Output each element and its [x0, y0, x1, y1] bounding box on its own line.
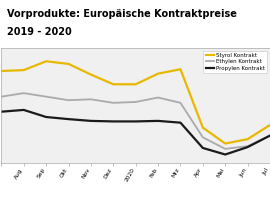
Line: Propylen Kontrakt: Propylen Kontrakt [1, 110, 270, 155]
Ethylen Kontrakt [246, 145, 249, 147]
Styrol Kontrakt [134, 83, 137, 85]
Ethylen Kontrakt [179, 102, 182, 104]
Propylen Kontrakt [268, 134, 270, 137]
Styrol Kontrakt [201, 126, 204, 129]
Text: 2019 - 2020: 2019 - 2020 [7, 27, 72, 37]
Ethylen Kontrakt [268, 134, 270, 137]
Ethylen Kontrakt [112, 102, 115, 104]
Ethylen Kontrakt [134, 101, 137, 103]
Propylen Kontrakt [201, 147, 204, 149]
Propylen Kontrakt [134, 120, 137, 123]
Ethylen Kontrakt [45, 95, 48, 98]
Propylen Kontrakt [22, 109, 25, 111]
Propylen Kontrakt [246, 146, 249, 148]
Styrol Kontrakt [89, 73, 93, 76]
Propylen Kontrakt [179, 121, 182, 124]
Legend: Styrol Kontrakt, Ethylen Kontrakt, Propylen Kontrakt: Styrol Kontrakt, Ethylen Kontrakt, Propy… [203, 51, 267, 73]
Styrol Kontrakt [156, 72, 160, 75]
Styrol Kontrakt [224, 142, 227, 145]
Styrol Kontrakt [0, 70, 3, 72]
Ethylen Kontrakt [67, 99, 70, 101]
Propylen Kontrakt [224, 153, 227, 156]
Line: Styrol Kontrakt: Styrol Kontrakt [1, 61, 270, 144]
Ethylen Kontrakt [89, 98, 93, 101]
Propylen Kontrakt [89, 120, 93, 122]
Ethylen Kontrakt [156, 96, 160, 99]
Line: Ethylen Kontrakt: Ethylen Kontrakt [1, 93, 270, 149]
Propylen Kontrakt [0, 110, 3, 113]
Styrol Kontrakt [268, 124, 270, 126]
Propylen Kontrakt [67, 118, 70, 120]
Styrol Kontrakt [179, 68, 182, 70]
Ethylen Kontrakt [0, 95, 3, 98]
Text: © 2020 Kunststoff Information, Bad Homburg - www.kiweb.de: © 2020 Kunststoff Information, Bad Hombu… [5, 189, 168, 194]
Ethylen Kontrakt [22, 92, 25, 94]
Styrol Kontrakt [22, 69, 25, 71]
Propylen Kontrakt [45, 116, 48, 118]
Propylen Kontrakt [112, 120, 115, 123]
Ethylen Kontrakt [224, 148, 227, 150]
Styrol Kontrakt [112, 83, 115, 85]
Text: Vorprodukte: Europäische Kontraktpreise: Vorprodukte: Europäische Kontraktpreise [7, 9, 237, 19]
Styrol Kontrakt [45, 60, 48, 62]
Propylen Kontrakt [156, 120, 160, 122]
Styrol Kontrakt [67, 63, 70, 65]
Ethylen Kontrakt [201, 136, 204, 139]
Styrol Kontrakt [246, 138, 249, 140]
